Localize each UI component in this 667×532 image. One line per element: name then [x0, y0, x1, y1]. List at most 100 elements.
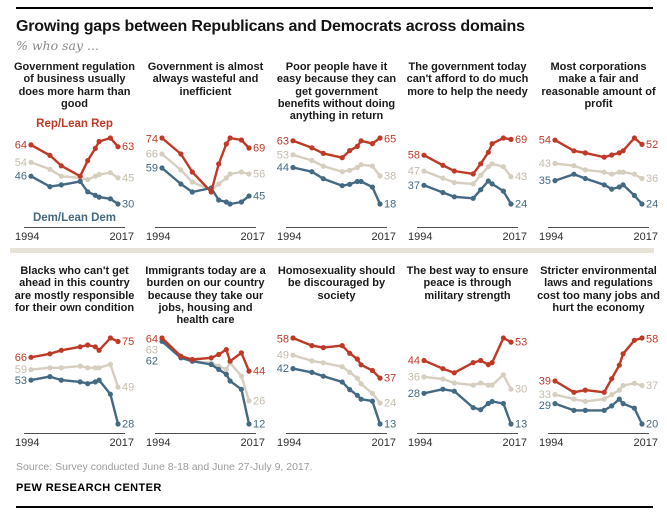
svg-text:24: 24: [646, 199, 658, 211]
svg-text:69: 69: [515, 134, 527, 146]
svg-text:46: 46: [15, 171, 27, 183]
svg-text:59: 59: [15, 364, 27, 376]
line-chart: 64 63 62 44 26 12: [141, 331, 270, 431]
axis-year-end: 2017: [109, 231, 134, 243]
svg-text:35: 35: [539, 175, 551, 187]
svg-text:44: 44: [253, 366, 265, 378]
legend-spacer: [272, 117, 401, 131]
brand-label: PEW RESEARCH CENTER: [16, 482, 162, 494]
panel-title: Immigrants today are a burden on our cou…: [145, 265, 266, 327]
legend-spacer: [403, 117, 532, 131]
legend-spacer: [141, 211, 270, 225]
svg-text:37: 37: [646, 380, 658, 392]
line-chart: 63 53 44 65 38 18: [272, 131, 401, 211]
legend-spacer: [534, 211, 663, 225]
chart-panel-help-needy: The government today can't afford to do …: [403, 53, 532, 243]
axis-year-end: 2017: [109, 437, 134, 449]
line-chart: 64 54 46 63 45 30: [10, 131, 139, 211]
axis-year-end: 2017: [371, 437, 396, 449]
axis-year-end: 2017: [240, 231, 265, 243]
svg-text:28: 28: [122, 419, 134, 431]
x-axis: 1994 2017: [403, 433, 532, 449]
svg-text:44: 44: [277, 162, 289, 174]
panel-title: Blacks who can't get ahead in this count…: [14, 265, 135, 314]
svg-text:43: 43: [515, 171, 527, 183]
chart-panel-gov-wasteful: Government is almost always wasteful and…: [141, 53, 270, 243]
axis-year-start: 1994: [15, 231, 40, 243]
axis-year-start: 1994: [277, 231, 302, 243]
svg-text:64: 64: [15, 139, 27, 151]
legend-rep-label: Rep/Lean Rep: [36, 118, 113, 130]
svg-text:29: 29: [539, 400, 551, 412]
page-subtitle: % who say ...: [16, 38, 99, 53]
axis-year-start: 1994: [539, 231, 564, 243]
svg-text:37: 37: [384, 373, 396, 385]
svg-text:58: 58: [646, 334, 658, 346]
svg-text:49: 49: [122, 382, 134, 394]
svg-text:59: 59: [146, 163, 158, 175]
line-chart-svg: 44 36 28 53 30 13: [408, 335, 527, 431]
svg-text:12: 12: [253, 419, 265, 431]
svg-text:54: 54: [539, 135, 551, 147]
panel-title: The best way to ensure peace is through …: [406, 265, 529, 302]
svg-text:53: 53: [515, 337, 527, 349]
svg-text:18: 18: [384, 199, 396, 211]
svg-text:65: 65: [384, 134, 396, 146]
svg-text:36: 36: [408, 371, 420, 383]
svg-text:47: 47: [408, 166, 420, 178]
panel-title: Government regulation of business usuall…: [13, 61, 136, 110]
line-chart: 39 33 29 58 37 20: [534, 331, 663, 431]
line-chart: 54 43 35 52 36 24: [534, 131, 663, 211]
svg-text:63: 63: [122, 141, 134, 153]
axis-year-end: 2017: [371, 231, 396, 243]
axis-line: [24, 227, 125, 228]
axis-year-start: 1994: [539, 437, 564, 449]
svg-text:38: 38: [384, 170, 396, 182]
chart-panel-poor-people: Poor people have it easy because they ca…: [272, 53, 401, 243]
x-axis: 1994 2017: [10, 433, 139, 449]
x-axis: 1994 2017: [272, 433, 401, 449]
chart-panel-gov-regulation: Government regulation of business usuall…: [10, 53, 139, 243]
axis-line: [24, 433, 125, 434]
legend-spacer: [403, 211, 532, 225]
line-chart: 58 47 37 69 43 24: [403, 131, 532, 211]
chart-panel-environment: Stricter environmental laws and regulati…: [534, 255, 663, 449]
axis-line: [417, 433, 518, 434]
svg-text:26: 26: [253, 395, 265, 407]
x-axis: 1994 2017: [10, 227, 139, 243]
charts-row-bottom: Blacks who can't get ahead in this count…: [0, 255, 667, 449]
chart-panel-blacks-condition: Blacks who can't get ahead in this count…: [10, 255, 139, 449]
svg-text:33: 33: [539, 389, 551, 401]
axis-year-start: 1994: [277, 437, 302, 449]
panel-title: Poor people have it easy because they ca…: [276, 61, 397, 123]
legend-dem-label: Dem/Lean Dem: [32, 212, 117, 224]
axis-year-end: 2017: [240, 437, 265, 449]
svg-text:42: 42: [277, 363, 289, 375]
svg-text:43: 43: [539, 158, 551, 170]
svg-text:63: 63: [146, 345, 158, 357]
svg-text:62: 62: [146, 356, 158, 368]
panel-title: Stricter environmental laws and regulati…: [537, 265, 660, 314]
chart-panel-immigrants: Immigrants today are a burden on our cou…: [141, 255, 270, 449]
charts-row-top: Government regulation of business usuall…: [0, 53, 667, 243]
panel-title: The government today can't afford to do …: [406, 61, 529, 98]
x-axis: 1994 2017: [403, 227, 532, 243]
svg-text:44: 44: [408, 355, 420, 367]
legend-spacer: [272, 211, 401, 225]
axis-year-start: 1994: [146, 437, 171, 449]
axis-year-end: 2017: [633, 231, 658, 243]
svg-text:45: 45: [122, 172, 134, 184]
line-chart-svg: 64 54 46 63 45 30: [15, 135, 134, 211]
svg-text:28: 28: [408, 388, 420, 400]
svg-text:66: 66: [15, 352, 27, 364]
panel-title: Government is almost always wasteful and…: [147, 61, 264, 98]
svg-text:74: 74: [146, 134, 158, 146]
svg-text:37: 37: [408, 180, 420, 192]
svg-text:13: 13: [384, 419, 396, 431]
line-chart-svg: 74 66 59 69 56 45: [146, 134, 265, 207]
bottom-rule: [16, 506, 653, 508]
svg-text:54: 54: [15, 157, 27, 169]
